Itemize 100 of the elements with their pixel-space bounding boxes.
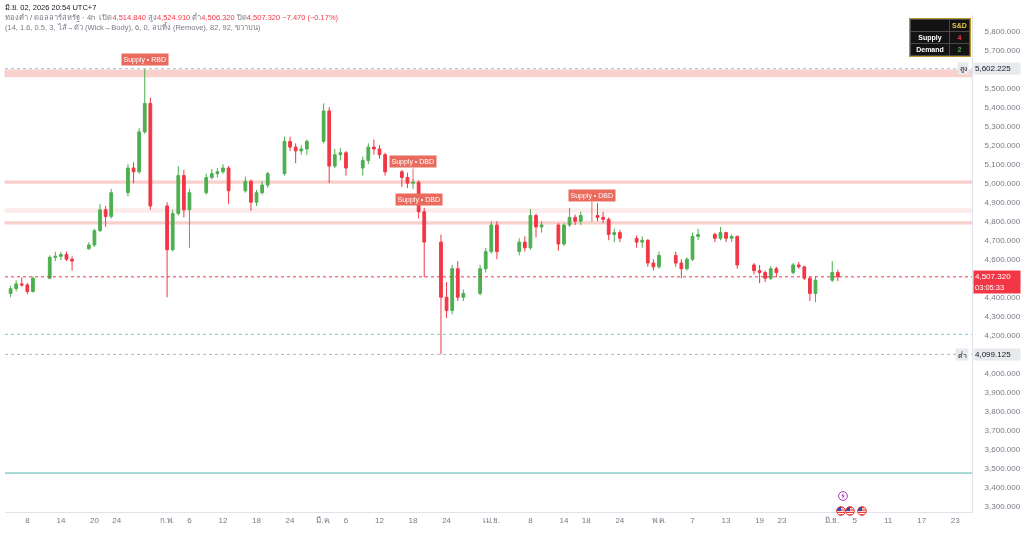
x-tick-label: 11	[884, 515, 893, 525]
x-tick-label: 12	[218, 515, 228, 525]
x-tick-label: 5	[852, 515, 858, 525]
candlestick	[282, 136, 287, 177]
y-tick-label: 4,000.000	[984, 369, 1021, 379]
candlestick	[752, 262, 756, 275]
x-tick-label: 23	[777, 515, 787, 525]
candlestick	[724, 231, 728, 243]
candlestick	[612, 228, 617, 243]
x-tick-label: 6	[343, 515, 349, 525]
y-tick-label: 5,000.000	[984, 179, 1021, 188]
y-tick-label: 3,300.000	[984, 502, 1021, 512]
candlestick	[813, 275, 818, 303]
candlestick	[657, 251, 661, 270]
candlestick	[640, 235, 645, 249]
x-tick-label: 14	[56, 515, 66, 525]
candlestick	[142, 68, 147, 135]
candlestick	[293, 142, 298, 164]
candlestick	[729, 234, 734, 243]
ref-line-label: 4,507.320	[975, 272, 1012, 281]
y-tick-label: 5,300.000	[984, 121, 1021, 131]
candlestick	[98, 203, 102, 233]
candlestick	[617, 229, 622, 243]
x-tick-label: 13	[721, 515, 732, 525]
y-tick-label: 4,400.000	[984, 293, 1021, 303]
candlestick	[288, 136, 292, 152]
candlestick	[606, 216, 611, 241]
y-tick-label: 3,500.000	[984, 464, 1021, 474]
candlestick	[327, 106, 332, 184]
candlestick	[109, 188, 114, 219]
x-tick-label: พ.ค.	[651, 515, 667, 525]
candlestick	[556, 222, 561, 252]
candlestick	[517, 237, 522, 256]
candlestick	[830, 260, 835, 283]
x-tick-label: 14	[559, 515, 569, 525]
candlestick	[321, 102, 326, 144]
candlestick	[265, 171, 270, 189]
x-tick-label: 19	[755, 515, 765, 525]
candlestick	[713, 232, 717, 243]
candlestick	[148, 97, 153, 211]
y-tick-label: 3,700.000	[984, 426, 1021, 436]
x-tick-label: 8	[528, 515, 534, 525]
x-tick-label: 18	[252, 515, 262, 525]
candlestick	[534, 213, 538, 238]
x-tick-label: 18	[408, 515, 419, 525]
candlestick	[131, 161, 136, 184]
y-tick-label: 5,400.000	[984, 102, 1021, 112]
candlestick	[249, 178, 253, 212]
candlestick	[567, 207, 572, 228]
y-tick-label: 4,700.000	[984, 236, 1021, 246]
candlestick	[768, 265, 773, 281]
candlestick	[450, 264, 455, 315]
x-tick-label: 24	[442, 515, 452, 525]
y-tick-label: 4,900.000	[984, 198, 1021, 208]
y-tick-label: 5,200.000	[984, 140, 1021, 150]
y-tick-label: 5,100.000	[984, 160, 1021, 169]
x-tick-label: 17	[917, 515, 927, 525]
candlestick	[573, 214, 578, 226]
y-tick-label: 4,300.000	[984, 312, 1021, 322]
x-tick-label: 24	[285, 515, 296, 525]
candlestick	[221, 163, 225, 175]
candlestick	[539, 220, 544, 234]
y-tick-label: 4,200.000	[984, 331, 1021, 341]
candlestick	[634, 234, 639, 249]
candlestick	[31, 275, 35, 293]
x-tick-label: เม.ย.	[482, 515, 501, 525]
y-tick-label: 5,700.000	[984, 45, 1021, 55]
x-tick-label: 18	[581, 515, 592, 525]
x-tick-label: มี.ค.	[316, 515, 331, 525]
candlestick	[522, 235, 527, 253]
candlestick	[562, 222, 566, 247]
candlestick	[299, 144, 304, 156]
candlestick	[528, 208, 533, 251]
candlestick	[735, 234, 740, 270]
candlestick	[137, 127, 142, 175]
y-tick-label: 3,900.000	[984, 388, 1021, 398]
x-tick-label: 8	[25, 515, 31, 525]
y-tick-label: 5,800.000	[984, 26, 1021, 36]
y-tick-label: 4,600.000	[984, 255, 1021, 265]
candlestick	[344, 150, 348, 177]
y-tick-label: 5,500.000	[984, 83, 1021, 93]
x-tick-label: 24	[615, 515, 625, 525]
candlestick	[685, 256, 689, 272]
ref-line-label: 5,602.225	[975, 64, 1012, 73]
y-tick-label: 4,800.000	[984, 217, 1021, 227]
candlestick	[461, 289, 466, 302]
candlestick	[204, 173, 209, 196]
candlestick	[182, 169, 186, 218]
candlestick	[226, 165, 231, 205]
y-tick-label: 3,400.000	[984, 483, 1021, 493]
candlestick	[103, 205, 108, 228]
x-tick-label: 12	[375, 515, 385, 525]
x-tick-label: 23	[950, 515, 961, 525]
ref-line-label: 4,099.125	[975, 350, 1012, 359]
candlestick	[495, 220, 499, 260]
x-tick-label: 24	[112, 515, 122, 525]
candlestick	[126, 163, 130, 197]
x-tick-label: ก.พ.	[159, 515, 175, 525]
x-tick-label: 6	[187, 515, 193, 525]
candlestick	[791, 262, 795, 275]
